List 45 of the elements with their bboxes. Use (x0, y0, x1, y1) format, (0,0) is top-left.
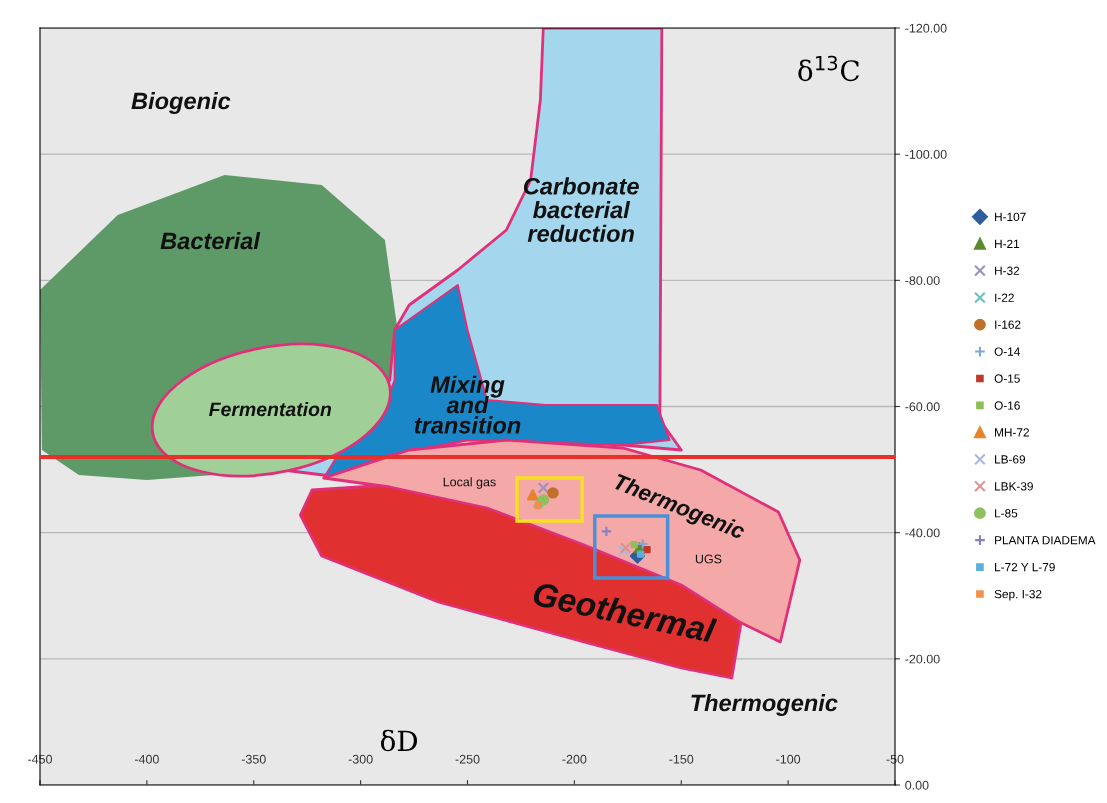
legend-label: I-22 (995, 293, 1014, 302)
x-tick-label: -250 (455, 754, 480, 764)
point (643, 546, 651, 554)
x-tick-label: -350 (241, 754, 266, 764)
x-tick-label: -300 (348, 754, 373, 764)
legend-label: PLANTA DIADEMA (995, 536, 1096, 545)
point (526, 489, 539, 501)
annotation: Bacterial (160, 232, 261, 250)
legend-label: H-21 (995, 239, 1020, 248)
legend-label: LB-69 (995, 455, 1026, 464)
annotation: Thermogenic (691, 693, 838, 717)
legend-label: L-85 (995, 509, 1018, 518)
y-tick-label: -100.00 (905, 149, 947, 159)
legend-label: H-107 (995, 212, 1026, 222)
x-tick-label: -100 (776, 754, 801, 764)
annotation: Fermentation (209, 401, 332, 417)
point (547, 487, 559, 499)
y-tick-label: -40.00 (905, 528, 940, 538)
y-tick-label: -80.00 (905, 276, 940, 285)
annotation: Local gas (443, 477, 496, 489)
y-tick-label: -120.00 (905, 23, 947, 33)
legend-label: LBK-39 (995, 482, 1033, 491)
legend-label: O-14 (994, 347, 1020, 356)
legend-label: MH-72 (995, 428, 1029, 437)
legend-label: Sep. I-32 (994, 589, 1042, 601)
legend-label: I-162 (995, 320, 1021, 329)
point (534, 501, 542, 510)
point (537, 494, 550, 506)
legend-label: O-15 (994, 374, 1020, 383)
y-tick-label: -20.00 (905, 654, 940, 664)
point (630, 541, 638, 549)
x-tick-label: -200 (562, 754, 587, 764)
legend-label: O-16 (994, 401, 1020, 410)
annotation: UGS (695, 554, 722, 564)
y-tick-label: 0.00 (905, 780, 929, 790)
y-axis-title: δ$^{13}$C (798, 55, 859, 82)
legend-label: H-32 (995, 266, 1020, 275)
y-tick-label: -60.00 (905, 402, 940, 412)
x-tick-label: -150 (669, 754, 694, 764)
point (537, 482, 550, 494)
annotation: Biogenic (131, 92, 231, 115)
legend-label: L-72 Y L-79 (995, 562, 1055, 572)
x-axis-title: δD (380, 729, 417, 752)
x-tick-label: -400 (134, 754, 159, 764)
point (637, 538, 649, 550)
